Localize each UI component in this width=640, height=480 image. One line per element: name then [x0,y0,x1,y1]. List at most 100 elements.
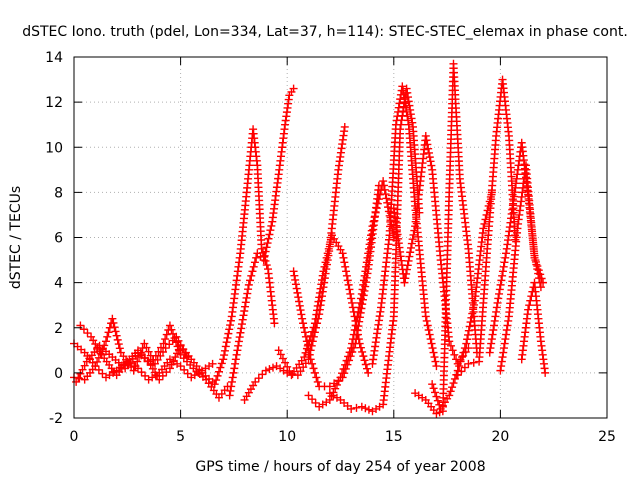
data-point [247,271,256,280]
data-point [352,403,361,412]
data-point [339,365,348,374]
data-point [344,280,353,289]
data-point [306,331,315,340]
data-point [262,243,271,252]
y-tick-label: 4 [54,276,63,292]
data-point [292,284,301,293]
data-point [144,347,153,356]
data-point [410,226,419,235]
data-point [498,267,507,276]
data-point [525,301,534,310]
data-point [424,144,433,153]
data-point [110,323,119,332]
data-point [131,362,140,371]
data-point [539,278,548,287]
data-point [366,235,375,244]
data-point [338,249,347,258]
data-point [428,380,437,389]
data-point [342,356,351,365]
data-point [466,318,475,327]
data-point [240,306,249,315]
x-tick-label: 25 [598,429,616,445]
data-point [350,326,359,335]
data-point [231,359,240,368]
data-point [356,343,365,352]
data-point [76,321,85,330]
data-point [356,294,365,303]
data-point [379,181,388,190]
data-point [111,327,120,336]
data-point [404,116,413,125]
data-point [176,362,185,371]
data-point [316,284,325,293]
data-point [393,112,402,121]
data-point [370,213,379,222]
data-point [261,256,270,265]
data-point [342,267,351,276]
data-point [331,384,340,393]
data-point [433,396,442,405]
data-point [289,84,298,93]
data-point [298,314,307,323]
data-point [398,82,407,91]
data-point [401,103,410,112]
data-point [310,319,319,328]
data-point [300,328,309,337]
data-point [305,350,314,359]
data-point [340,122,349,131]
data-point [349,330,358,339]
data-point [151,351,160,360]
data-point [445,391,454,400]
data-point [259,256,268,265]
data-point [342,271,351,280]
data-point [173,342,182,351]
data-point [406,248,415,257]
data-point [223,333,232,342]
data-point [345,285,354,294]
data-point [455,362,464,371]
data-point [140,339,149,348]
data-point [340,258,349,267]
data-point [313,301,322,310]
data-point [315,288,324,297]
data-point [426,335,435,344]
data-point [232,350,241,359]
series-13 [389,131,473,368]
data-point [446,341,455,350]
data-point [500,258,509,267]
data-point [224,329,233,338]
data-point [380,185,389,194]
data-point [487,335,496,344]
data-point [344,352,353,361]
x-tick-label: 5 [176,429,185,445]
data-point [159,339,168,348]
data-point [170,334,179,343]
data-point [399,90,408,99]
data-point [167,325,176,334]
data-point [365,240,374,249]
series-14 [411,59,481,418]
data-point [220,351,229,360]
data-point [498,271,507,280]
data-point [425,153,434,162]
data-point [248,267,257,276]
data-point [325,240,334,249]
data-point [369,217,378,226]
data-point [402,107,411,116]
data-point [464,326,473,335]
data-point [274,346,283,355]
data-point [360,356,369,365]
data-point [158,371,167,380]
data-point [367,231,376,240]
series-9 [274,231,373,380]
data-point [309,323,318,332]
x-tick-label: 10 [278,429,296,445]
data-point [435,400,444,409]
data-point [402,265,411,274]
data-point [534,266,543,275]
data-point [268,363,277,372]
data-point [502,330,511,339]
data-point [429,384,438,393]
data-point [226,386,235,395]
data-point [374,195,383,204]
